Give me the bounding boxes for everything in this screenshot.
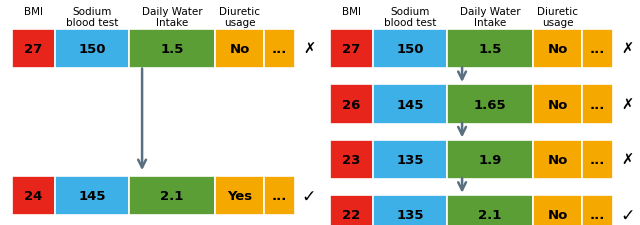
Bar bbox=[215, 176, 264, 216]
Text: 1.65: 1.65 bbox=[474, 98, 506, 111]
Text: ✗: ✗ bbox=[303, 42, 316, 57]
Bar bbox=[330, 30, 373, 69]
Text: 27: 27 bbox=[24, 43, 42, 56]
Text: 26: 26 bbox=[342, 98, 360, 111]
Text: 1.5: 1.5 bbox=[478, 43, 502, 56]
Text: No: No bbox=[230, 43, 250, 56]
Bar bbox=[129, 30, 215, 69]
Bar bbox=[12, 30, 55, 69]
Bar bbox=[330, 195, 373, 225]
Text: 1.9: 1.9 bbox=[478, 153, 502, 166]
Bar bbox=[447, 140, 533, 180]
Text: Sodium
blood test: Sodium blood test bbox=[66, 7, 118, 28]
Text: No: No bbox=[548, 98, 568, 111]
Text: 2.1: 2.1 bbox=[160, 189, 184, 202]
Text: BMI: BMI bbox=[24, 7, 43, 17]
Text: No: No bbox=[548, 208, 568, 221]
Text: ✓: ✓ bbox=[302, 187, 316, 205]
Bar bbox=[582, 85, 613, 124]
Text: ...: ... bbox=[590, 208, 605, 221]
Text: 145: 145 bbox=[78, 189, 106, 202]
Text: ✗: ✗ bbox=[621, 152, 634, 167]
Text: Sodium
blood test: Sodium blood test bbox=[384, 7, 436, 28]
Bar bbox=[447, 195, 533, 225]
Bar bbox=[447, 30, 533, 69]
Text: Diuretic
usage: Diuretic usage bbox=[537, 7, 579, 28]
Bar bbox=[12, 176, 55, 216]
Text: ✗: ✗ bbox=[621, 97, 634, 112]
Text: ...: ... bbox=[272, 43, 287, 56]
Bar bbox=[264, 176, 295, 216]
Bar bbox=[330, 85, 373, 124]
Text: 150: 150 bbox=[78, 43, 106, 56]
Text: 150: 150 bbox=[396, 43, 424, 56]
Text: Daily Water
Intake: Daily Water Intake bbox=[460, 7, 520, 28]
Text: Daily Water
Intake: Daily Water Intake bbox=[141, 7, 202, 28]
Text: BMI: BMI bbox=[342, 7, 361, 17]
Text: ...: ... bbox=[590, 153, 605, 166]
Text: 135: 135 bbox=[396, 153, 424, 166]
Bar bbox=[215, 30, 264, 69]
Text: 24: 24 bbox=[24, 189, 42, 202]
Bar bbox=[330, 140, 373, 180]
Bar bbox=[373, 85, 447, 124]
Text: 135: 135 bbox=[396, 208, 424, 221]
Text: ✗: ✗ bbox=[621, 42, 634, 57]
Bar bbox=[533, 140, 582, 180]
Bar bbox=[533, 85, 582, 124]
Bar bbox=[373, 140, 447, 180]
Bar bbox=[582, 140, 613, 180]
Bar bbox=[55, 176, 129, 216]
Bar bbox=[582, 195, 613, 225]
Text: 22: 22 bbox=[342, 208, 360, 221]
Text: ...: ... bbox=[590, 98, 605, 111]
Bar bbox=[582, 30, 613, 69]
Bar bbox=[373, 195, 447, 225]
Text: No: No bbox=[548, 43, 568, 56]
Text: 2.1: 2.1 bbox=[478, 208, 502, 221]
Text: No: No bbox=[548, 153, 568, 166]
Text: Diuretic
usage: Diuretic usage bbox=[219, 7, 260, 28]
Bar bbox=[55, 30, 129, 69]
Bar bbox=[533, 30, 582, 69]
Bar bbox=[533, 195, 582, 225]
Text: ...: ... bbox=[272, 189, 287, 202]
Text: 145: 145 bbox=[396, 98, 424, 111]
Text: 1.5: 1.5 bbox=[160, 43, 184, 56]
Text: ✓: ✓ bbox=[620, 206, 634, 224]
Text: 27: 27 bbox=[342, 43, 360, 56]
Text: ...: ... bbox=[590, 43, 605, 56]
Bar bbox=[129, 176, 215, 216]
Text: Yes: Yes bbox=[227, 189, 252, 202]
Text: 23: 23 bbox=[342, 153, 360, 166]
Bar bbox=[264, 30, 295, 69]
Bar bbox=[447, 85, 533, 124]
Bar bbox=[373, 30, 447, 69]
